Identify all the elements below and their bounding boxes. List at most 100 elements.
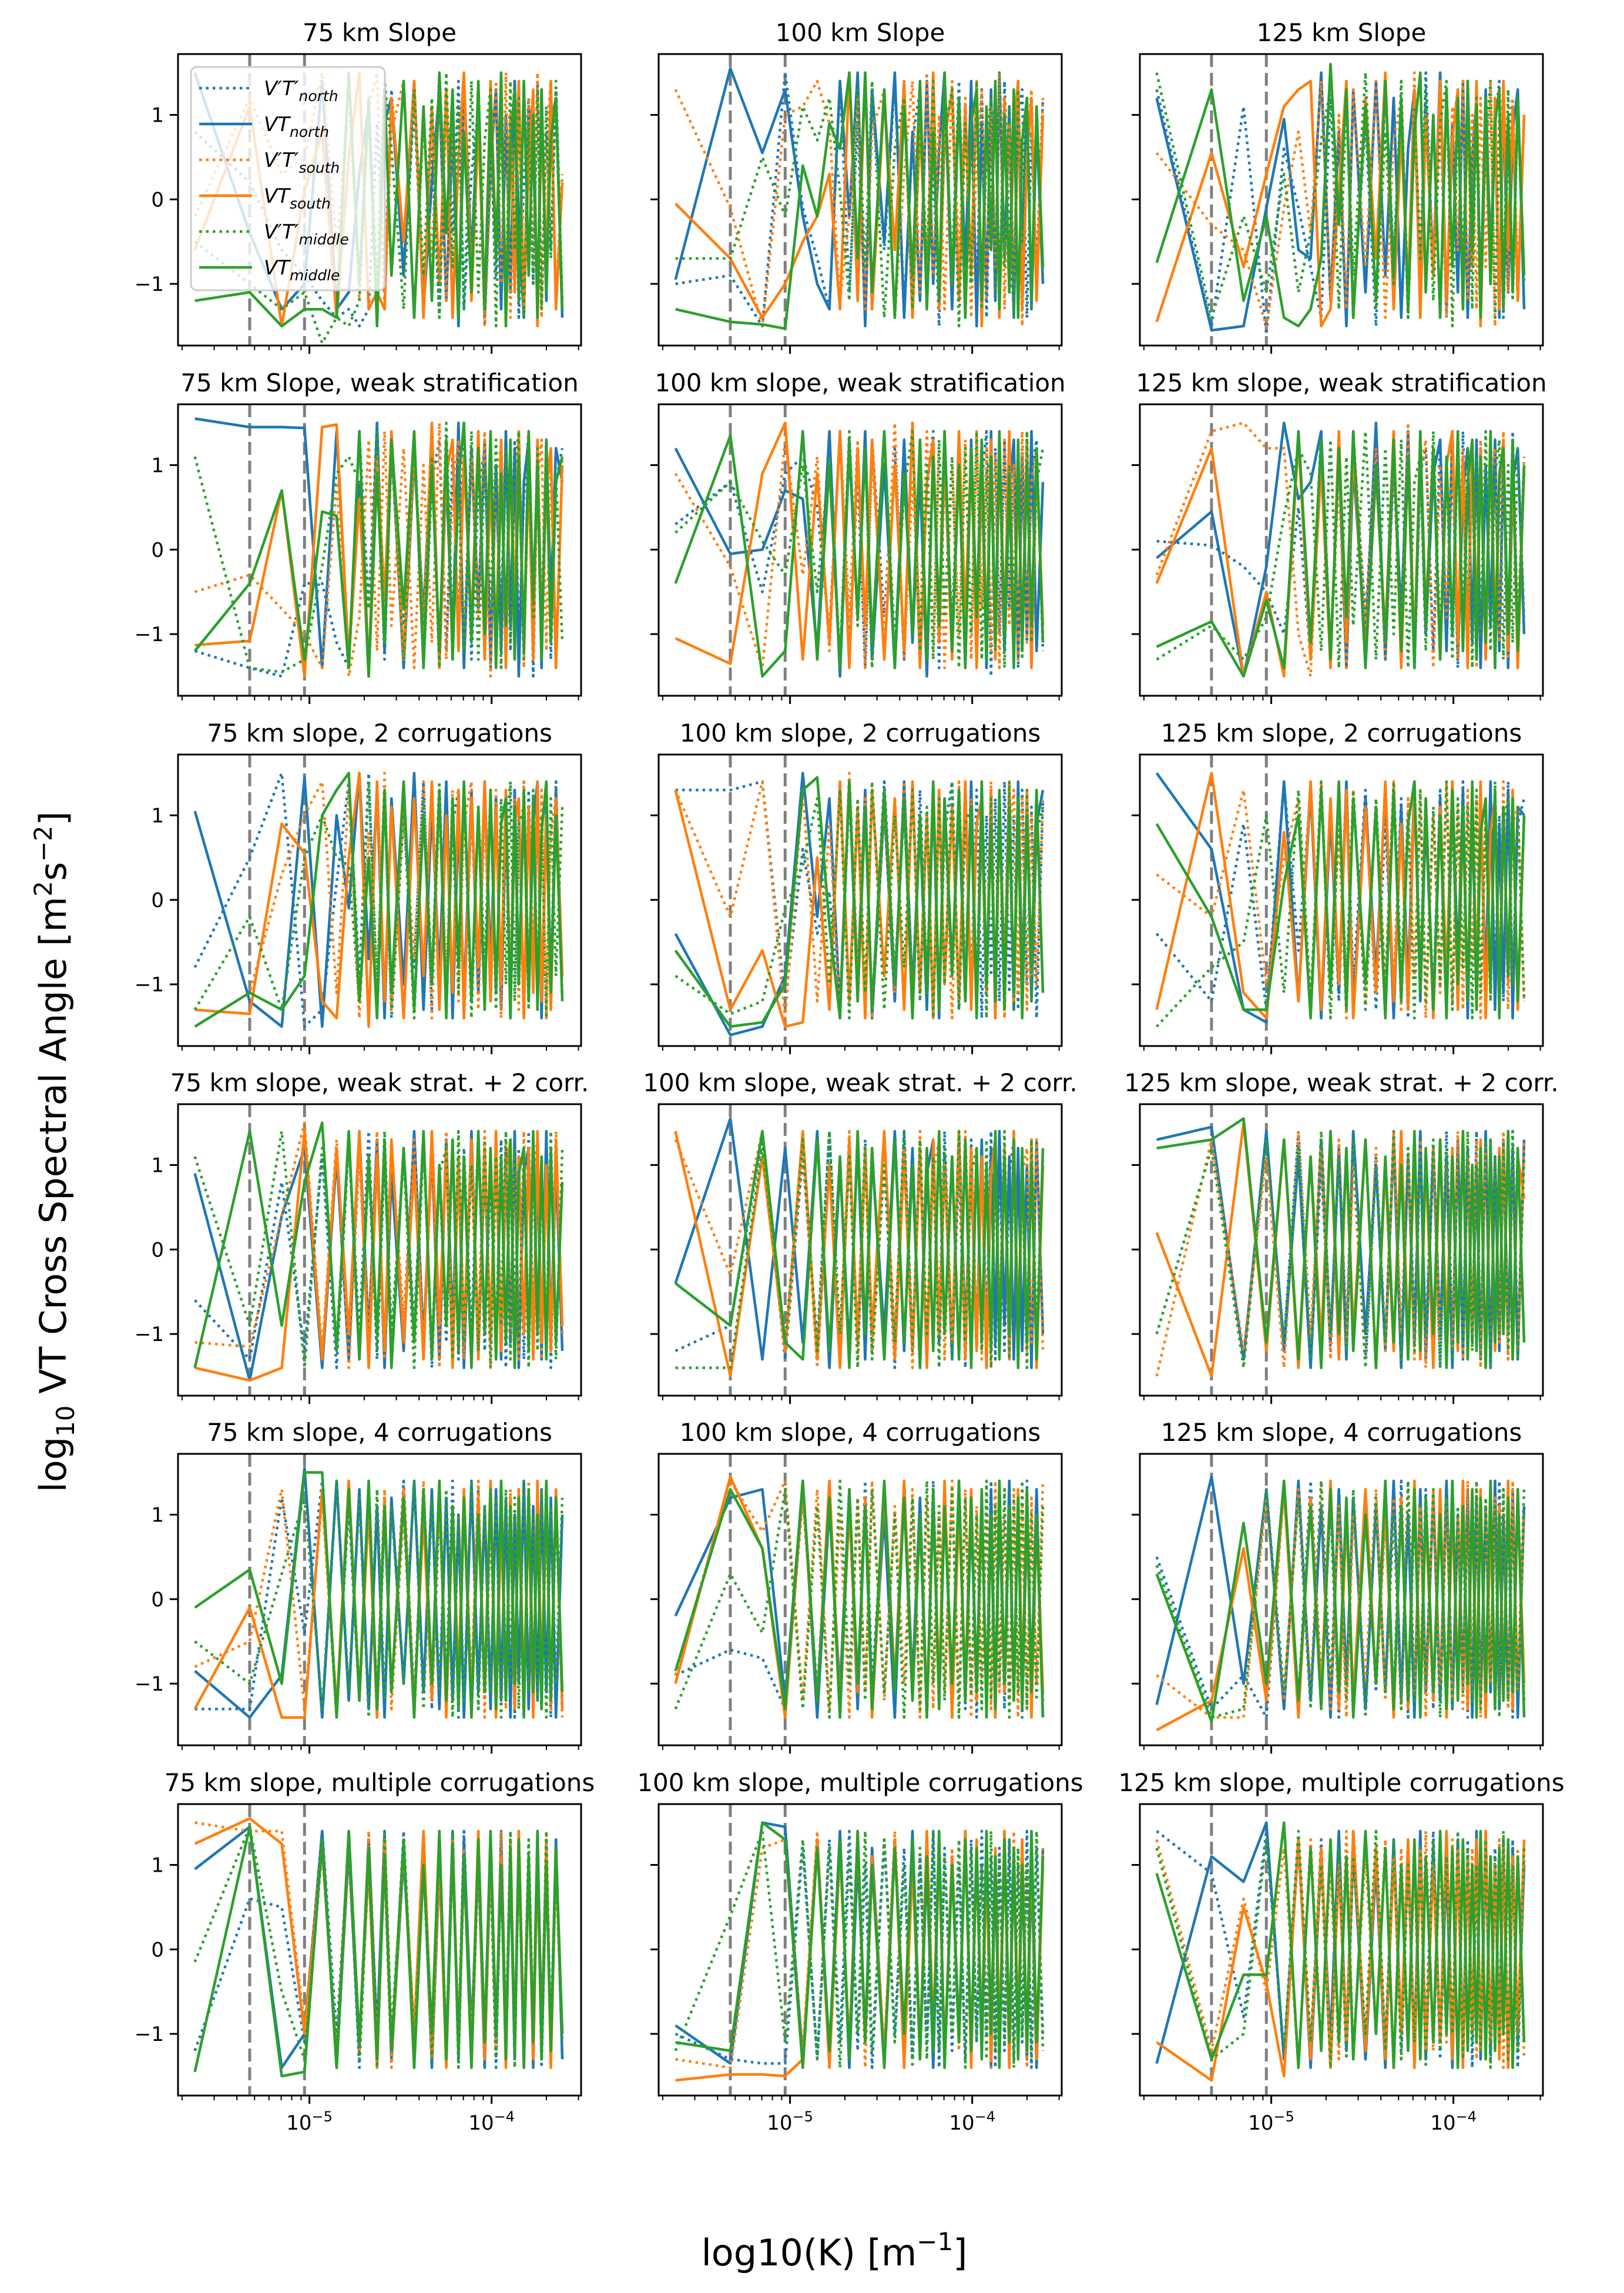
subplot: 100 km slope, multiple corrugations 10−5 1…	[637, 1768, 1083, 2135]
series-line-vt-middle	[674, 776, 1045, 1028]
subplot: 75 km Slope 1 0 −1 V′T′north VTnorth V′T′south…	[135, 18, 582, 354]
panel-title: 75 km Slope, weak stratification	[180, 368, 578, 397]
subplot: 125 km Slope	[1132, 18, 1544, 354]
subplot: 75 km slope, 2 corrugations 1 0 −1	[135, 719, 582, 1054]
y-tick-label: 0	[151, 1938, 164, 1962]
plot-area	[674, 404, 1045, 696]
panel-title: 125 km slope, multiple corrugations	[1118, 1768, 1564, 1797]
series-line-vt-middle	[1155, 1479, 1526, 1723]
panel-title: 100 km slope, weak stratification	[655, 368, 1065, 397]
plot-area	[1155, 1804, 1526, 2096]
subplot: 100 km slope, weak strat. + 2 corr.	[643, 1068, 1078, 1404]
series-line-vt-middle	[674, 430, 1045, 678]
series-line-vt-middle	[674, 1479, 1045, 1719]
plot-area	[1155, 755, 1526, 1046]
legend-label: V′T′middle	[264, 220, 349, 248]
x-tick-label: 10−5	[767, 2108, 813, 2135]
y-tick-label: 1	[151, 1854, 164, 1878]
y-tick-label: 0	[151, 538, 164, 562]
series-line-vt-middle	[1156, 1117, 1526, 1369]
series-line-vt-middle	[193, 1825, 564, 2078]
subplot: 100 km Slope	[650, 18, 1063, 354]
subplot: 100 km slope, 4 corrugations	[650, 1418, 1063, 1754]
series-line-vt-middle	[193, 421, 564, 678]
subplot-grid: 75 km Slope 1 0 −1 V′T′north VTnorth V′T′south…	[135, 18, 1565, 2135]
series-line-vt-middle	[193, 1121, 564, 1369]
legend-label: V′T′north	[264, 77, 338, 105]
plot-area	[674, 1104, 1045, 1396]
panel-title: 125 km slope, weak stratification	[1136, 368, 1546, 397]
subplot: 100 km slope, 2 corrugations	[650, 719, 1063, 1054]
plot-area	[193, 1454, 564, 1745]
subplot: 75 km slope, multiple corrugations 1 0 −1 10…	[135, 1768, 595, 2135]
subplot: 75 km Slope, weak stratification 1 0 −1	[135, 368, 582, 704]
panel-title: 75 km Slope	[303, 18, 457, 47]
panel-title: 75 km slope, multiple corrugations	[165, 1768, 595, 1797]
panel-title: 100 km Slope	[776, 18, 945, 47]
series-line-vt-middle	[675, 1821, 1045, 2069]
y-tick-label: −1	[135, 2023, 164, 2046]
y-tick-label: 1	[151, 804, 164, 828]
plot-area	[1155, 1104, 1526, 1396]
subplot: 125 km slope, 4 corrugations	[1132, 1418, 1544, 1754]
panel-title: 125 km Slope	[1257, 18, 1427, 47]
plot-area	[674, 755, 1045, 1046]
x-tick-label: 10−4	[949, 2108, 995, 2135]
panel-title: 75 km slope, weak strat. + 2 corr.	[170, 1068, 589, 1097]
plot-area	[674, 54, 1045, 346]
subplot: 125 km slope, 2 corrugations	[1132, 719, 1544, 1054]
y-tick-label: 0	[151, 188, 164, 212]
plot-area	[193, 755, 564, 1046]
series-line-vt-middle	[194, 1471, 564, 1719]
y-tick-label: 0	[151, 889, 164, 912]
series-line-vt-middle	[1155, 1821, 1526, 2069]
series-line-vpt-north	[1155, 71, 1526, 336]
plot-area	[674, 1454, 1045, 1745]
y-axis-label: log10 VT Cross Spectral Angle [m2s−2]	[29, 812, 80, 1493]
y-tick-label: −1	[135, 273, 164, 296]
plot-area	[193, 1104, 564, 1396]
y-tick-label: −1	[135, 973, 164, 997]
y-tick-label: 1	[151, 1504, 164, 1527]
y-tick-label: 0	[151, 1238, 164, 1262]
subplot: 75 km slope, weak strat. + 2 corr. 1 0 −1	[135, 1068, 589, 1404]
panel-title: 100 km slope, weak strat. + 2 corr.	[643, 1068, 1077, 1097]
panel-title: 125 km slope, 4 corrugations	[1161, 1418, 1522, 1447]
subplot: 125 km slope, weak strat. + 2 corr.	[1124, 1068, 1559, 1404]
x-tick-label: 10−5	[1248, 2108, 1294, 2135]
y-tick-label: −1	[135, 1672, 164, 1696]
panel-title: 125 km slope, weak strat. + 2 corr.	[1124, 1068, 1558, 1097]
series-line-vt-middle	[1156, 430, 1526, 678]
x-tick-label: 10−4	[1430, 2108, 1477, 2135]
panel-title: 75 km slope, 4 corrugations	[207, 1418, 552, 1447]
x-tick-label: 10−4	[468, 2108, 515, 2135]
y-tick-label: 1	[151, 104, 164, 128]
panel-title: 75 km slope, 2 corrugations	[207, 719, 552, 747]
plot-area	[1155, 54, 1526, 346]
legend-label: VTnorth	[264, 113, 329, 140]
x-axis-label: log10(K) [m−1]	[702, 2227, 968, 2274]
plot-area	[1155, 1454, 1526, 1745]
y-tick-label: 0	[151, 1588, 164, 1611]
plot-area	[1155, 404, 1526, 696]
series-line-vt-middle	[675, 71, 1045, 330]
y-tick-label: −1	[135, 1323, 164, 1346]
panel-title: 100 km slope, 2 corrugations	[680, 719, 1041, 747]
plot-area	[674, 1804, 1045, 2096]
subplot: 100 km slope, weak stratification	[650, 368, 1066, 704]
subplot: 125 km slope, multiple corrugations 10−5 1…	[1118, 1768, 1564, 2135]
legend-label: VTsouth	[264, 185, 331, 212]
plot-area	[193, 404, 564, 696]
series-line-vpt-south	[674, 772, 1045, 1020]
subplot: 125 km slope, weak stratification	[1132, 368, 1547, 704]
y-tick-label: −1	[135, 623, 164, 646]
series-line-vt-middle	[675, 1129, 1045, 1369]
panel-title: 100 km slope, 4 corrugations	[680, 1418, 1041, 1447]
panel-title: 100 km slope, multiple corrugations	[637, 1768, 1083, 1797]
series-line-vt-middle	[1155, 63, 1526, 328]
subplot: 75 km slope, 4 corrugations 1 0 −1	[135, 1418, 582, 1754]
plot-area	[193, 1804, 564, 2096]
y-tick-label: 1	[151, 454, 164, 478]
series-line-vt-middle	[1155, 780, 1526, 1020]
